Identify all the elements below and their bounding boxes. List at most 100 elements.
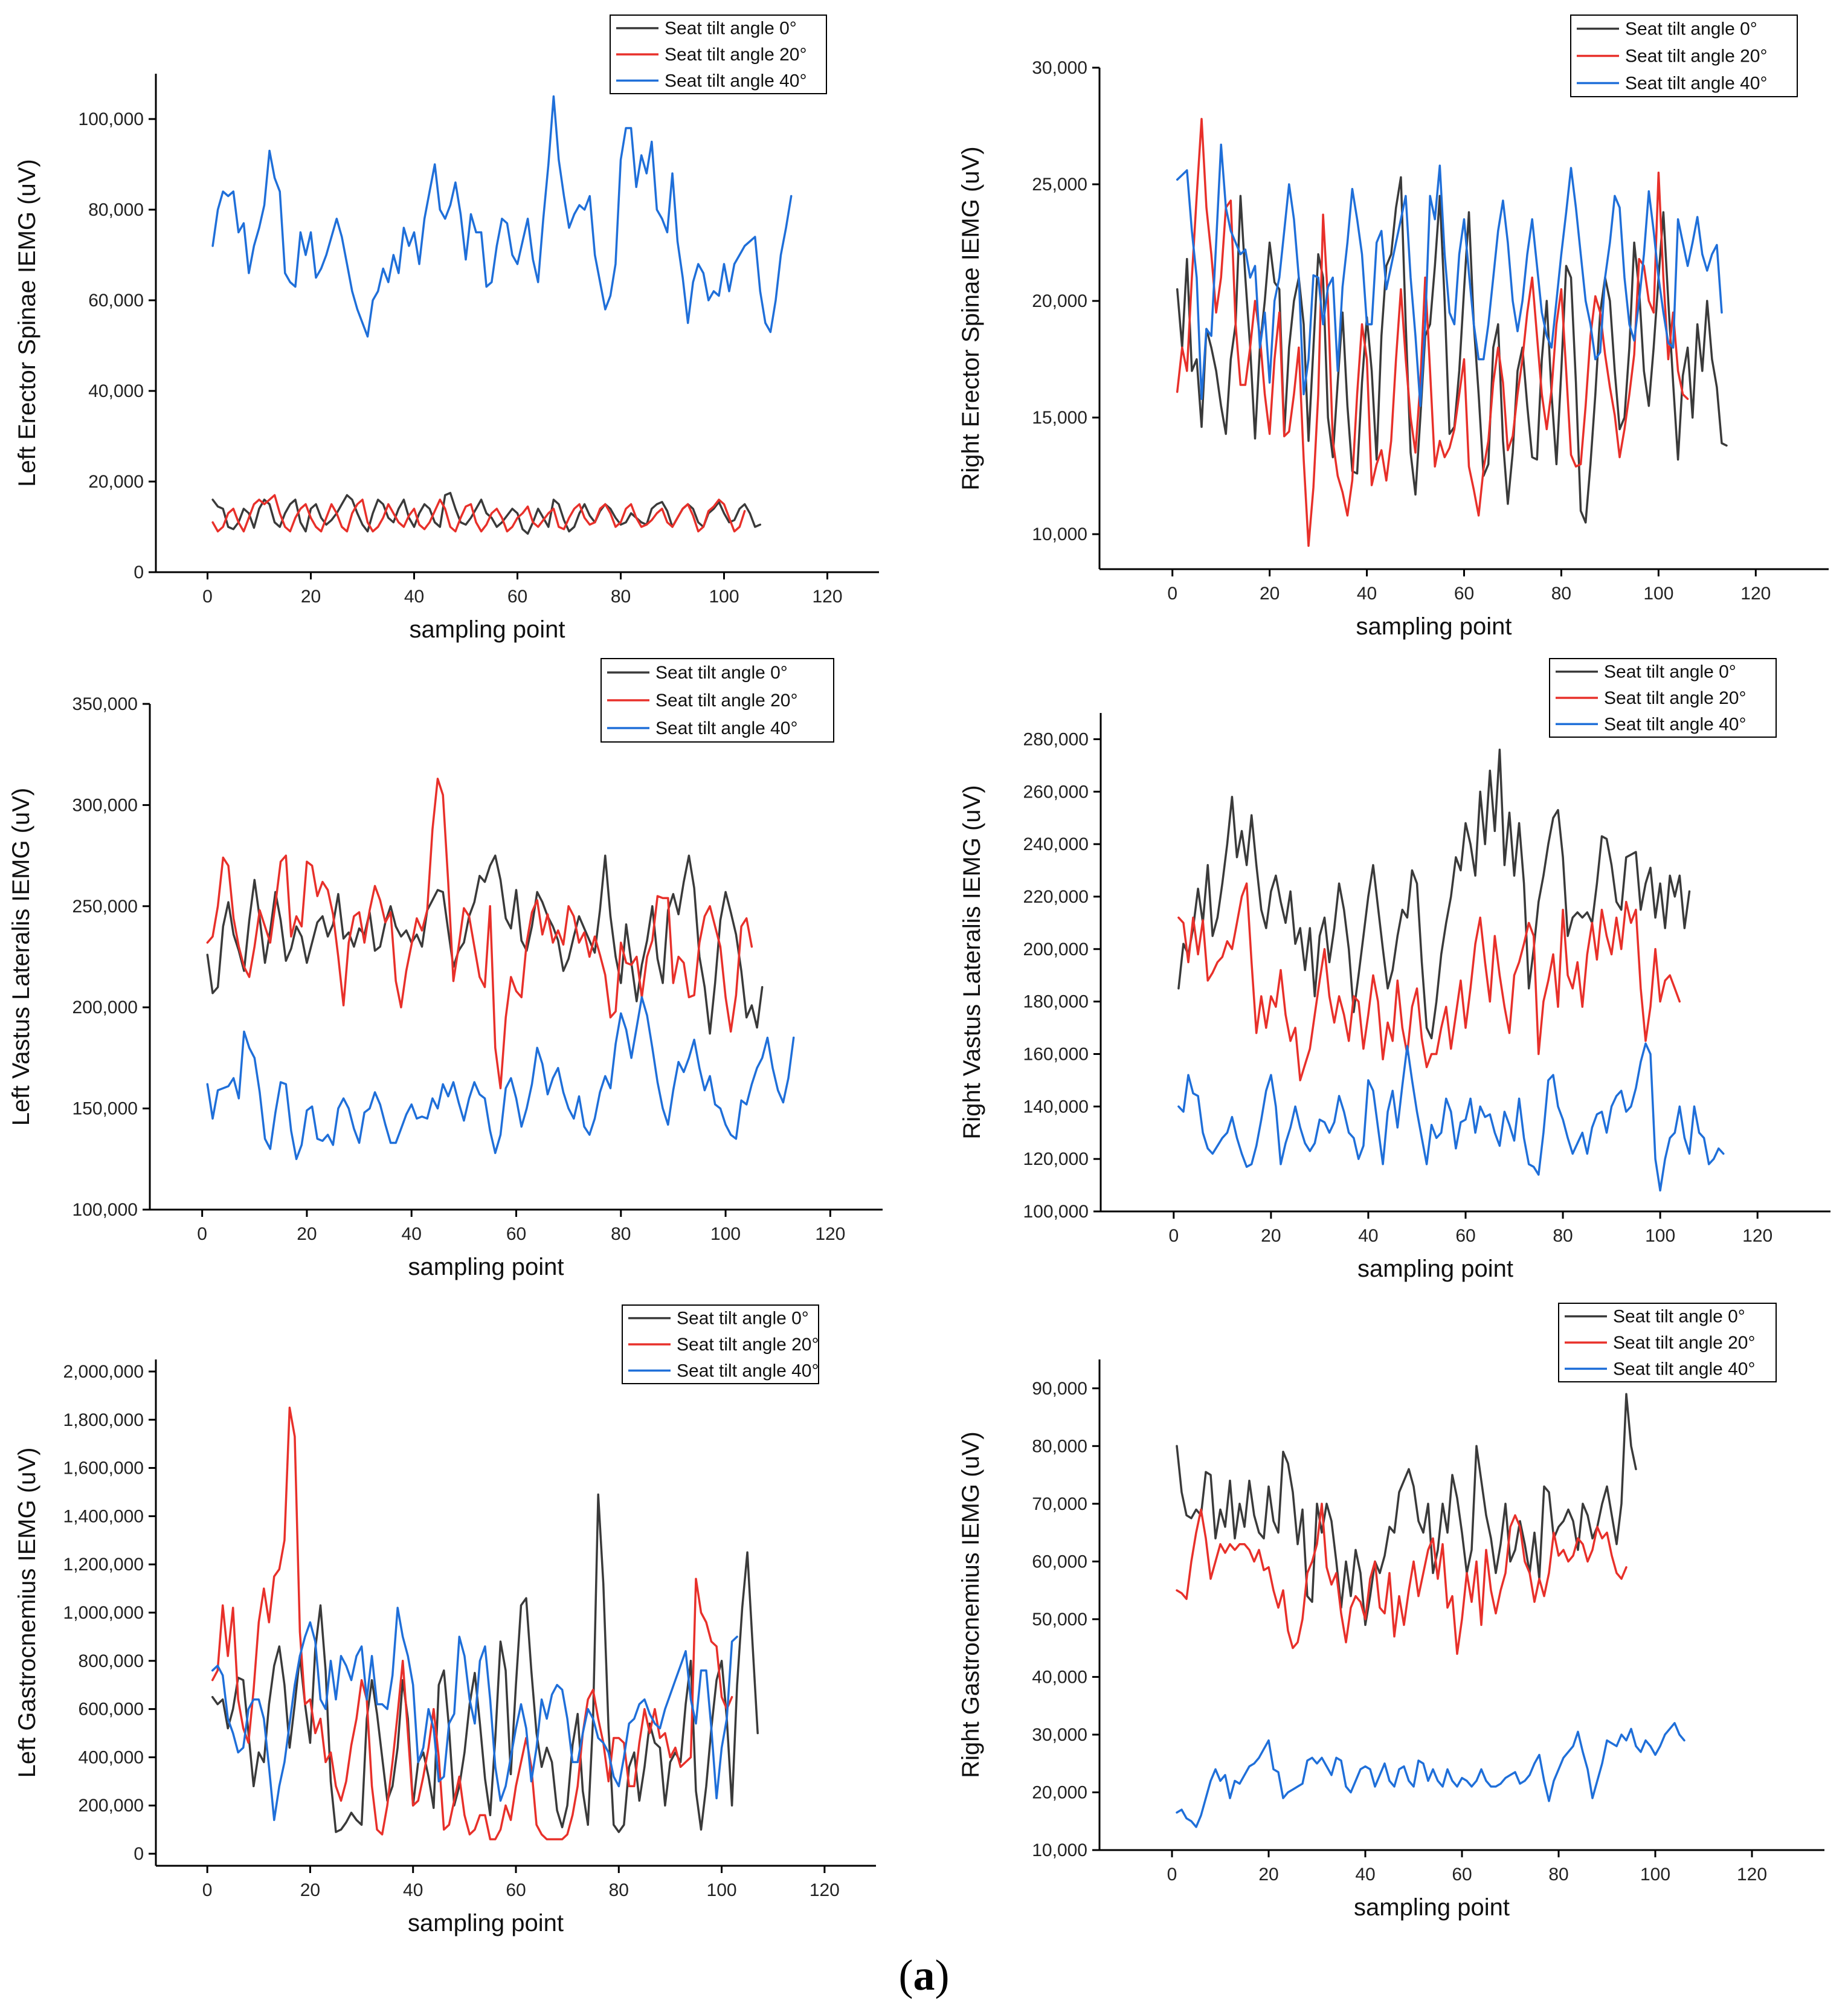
data-point [480,231,482,233]
data-point [1463,288,1465,290]
data-point [1403,1480,1405,1482]
data-point [1391,440,1392,442]
data-point [1392,969,1393,971]
data-point [346,1822,347,1823]
data-point [1711,254,1713,255]
data-point [332,914,334,915]
data-point [1605,354,1606,355]
data-point [468,1098,470,1099]
data-point [1563,1549,1564,1551]
data-point [1283,1798,1284,1799]
data-point [620,521,622,523]
data-point [1368,1080,1369,1081]
data-point [301,926,303,927]
data-point [1449,312,1450,314]
y-tick-label: 30,000 [1032,58,1087,78]
data-point [1423,1762,1424,1764]
data-point [1653,347,1655,349]
data-point [1428,1549,1429,1551]
data-point [1263,1538,1264,1539]
data-point [320,1605,321,1606]
data-point [1645,1040,1646,1042]
data-point [295,1158,297,1160]
data-point [253,1689,254,1691]
data-point [777,1089,779,1091]
data-point [552,942,553,943]
data-point [1533,1166,1534,1167]
data-point [515,1684,517,1686]
data-point [263,499,265,500]
data-point [237,1752,239,1753]
data-point [479,1723,481,1724]
data-point [685,1703,686,1705]
data-point [1454,323,1455,325]
data-point [1308,440,1309,442]
data-point [1573,1520,1574,1522]
data-point [657,958,658,959]
x-axis-title: sampling point [408,1254,564,1280]
data-point [1249,347,1251,349]
data-point [1586,1153,1588,1155]
data-point [1484,1116,1486,1118]
data-point [1440,1132,1442,1133]
data-point [659,1737,661,1739]
data-point [475,521,477,523]
legend-label: Seat tilt angle 0° [655,663,788,683]
data-point [495,1766,496,1768]
legend-label: Seat tilt angle 0° [665,19,797,39]
data-point [700,1669,702,1671]
x-tick-label: 60 [1452,1865,1472,1885]
data-point [1235,323,1237,325]
data-point [1562,857,1563,858]
data-point [1585,405,1586,407]
data-point [1439,195,1441,197]
data-point [506,515,508,517]
data-point [1452,1595,1453,1597]
data-point [561,1689,563,1691]
data-point [672,893,674,895]
data-point [1416,988,1418,989]
data-point [1370,1769,1371,1770]
data-point [1684,1137,1685,1139]
data-point [515,1785,517,1787]
data-point [1293,300,1295,301]
data-point [1353,996,1354,997]
data-point [433,1708,434,1710]
data-point [274,1819,275,1820]
data-point [1290,1040,1291,1042]
data-point [1634,242,1635,243]
data-point [1337,382,1339,383]
data-point [1568,1561,1569,1562]
y-tick-label: 50,000 [1032,1610,1087,1630]
data-point [718,499,720,500]
data-point [1183,922,1184,924]
data-point [589,195,590,197]
data-point [1667,342,1669,344]
data-point [721,1660,723,1662]
data-point [454,1800,455,1802]
data-point [1640,988,1641,989]
data-point [393,512,394,514]
data-point [460,517,462,518]
data-point [391,1674,393,1676]
data-point [1423,1572,1424,1574]
data-point [1249,1549,1250,1551]
data-point [1318,254,1319,255]
x-axis-title: sampling point [408,1910,564,1936]
data-point [1319,935,1321,937]
data-point [1570,454,1572,456]
data-point [659,1727,661,1729]
data-point [1592,1538,1593,1539]
data-point [1527,312,1528,314]
data-point [1299,1080,1301,1081]
data-point [242,1747,244,1749]
data-point [352,499,353,500]
data-point [1682,375,1684,376]
data-point [1368,896,1369,897]
data-point [1450,1111,1452,1112]
data-point [1366,323,1368,325]
data-point [393,254,394,256]
data-point [448,1095,449,1097]
data-point [721,1747,723,1749]
data-point [408,245,410,247]
